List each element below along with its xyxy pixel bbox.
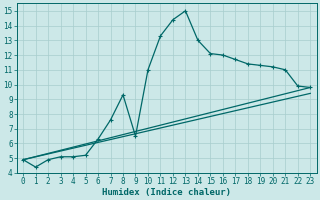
- X-axis label: Humidex (Indice chaleur): Humidex (Indice chaleur): [102, 188, 231, 197]
